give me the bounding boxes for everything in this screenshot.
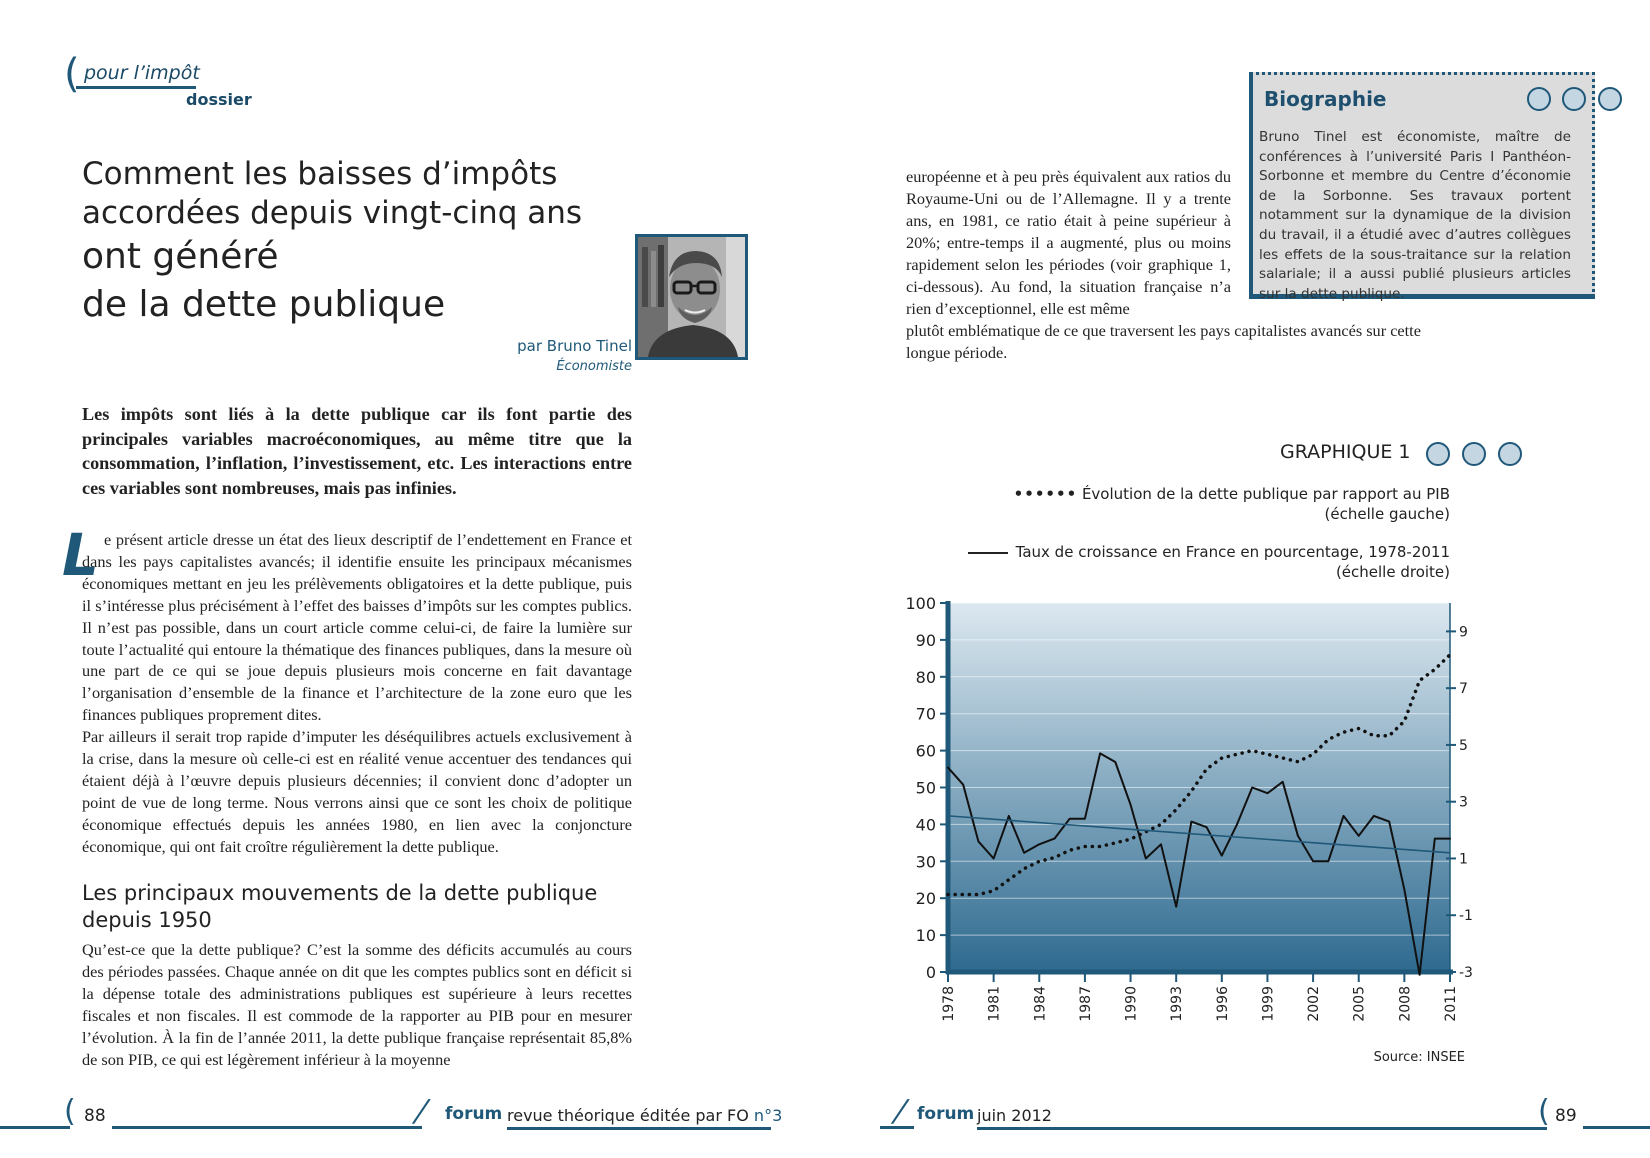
author-role: Économiste bbox=[556, 359, 632, 374]
x-tick-label: 1996 bbox=[1215, 986, 1231, 1022]
y-right-tick-label: 9 bbox=[1459, 624, 1468, 640]
x-tick-label: 2005 bbox=[1352, 986, 1368, 1022]
legend-dotted-marker: •••••• bbox=[1013, 485, 1078, 503]
footer-publication: revue théorique éditée par FO bbox=[507, 1106, 749, 1125]
x-tick-label: 1993 bbox=[1169, 986, 1185, 1022]
figure-label: GRAPHIQUE 1 bbox=[1280, 441, 1411, 463]
decor-circle-icon bbox=[1527, 87, 1551, 111]
debt-growth-chart: 0 10 20 30 40 50 60 70 80 90 100 -3 -1 1 3 5 7 9 1978 198… bbox=[905, 594, 1473, 1022]
title-line-3: ont généré bbox=[82, 235, 279, 277]
y-left-tick-label: 90 bbox=[916, 631, 936, 650]
legend-growth-label: Taux de croissance en France en pourcent… bbox=[1015, 543, 1450, 561]
legend-solid-marker bbox=[967, 551, 1008, 554]
page-number-right: 89 bbox=[1555, 1106, 1577, 1126]
footer-rule-left bbox=[0, 1126, 70, 1129]
y-right-tick-label: 5 bbox=[1459, 738, 1468, 754]
biography-text: Bruno Tinel est économiste, maître de co… bbox=[1259, 129, 1571, 302]
x-tick-label: 1987 bbox=[1078, 986, 1094, 1022]
footer-bracket-icon: ( bbox=[64, 1094, 76, 1129]
footer-rule-right-3 bbox=[1583, 1126, 1650, 1129]
decor-circle-icon bbox=[1462, 442, 1486, 466]
title-line-1: Comment les baisses d’impôts bbox=[82, 156, 558, 192]
decor-circle-icon bbox=[1562, 87, 1586, 111]
column-continuation-top: européenne et à peu près équivalent aux … bbox=[906, 167, 1231, 318]
legend-growth-scale: (échelle droite) bbox=[1335, 563, 1450, 581]
chart-source: Source: INSEE bbox=[1373, 1050, 1465, 1065]
article-lead: Les impôts sont liés à la dette publique… bbox=[82, 404, 632, 498]
footer-date: juin 2012 bbox=[977, 1106, 1052, 1125]
y-right-tick-label: -3 bbox=[1459, 965, 1473, 981]
column-continuation-bottom: plutôt emblématique de ce que traversent… bbox=[906, 321, 1421, 362]
debt-series-line bbox=[946, 652, 1452, 897]
legend-growth: Taux de croissance en France en pourcent… bbox=[940, 542, 1450, 582]
legend-debt: •••••• Évolution de la dette publique pa… bbox=[960, 484, 1450, 524]
y-left-tick-label: 40 bbox=[916, 815, 936, 834]
y-left-tick-label: 10 bbox=[916, 926, 936, 945]
section-underline bbox=[76, 86, 196, 89]
footer-text-left: revue théorique éditée par FO n°3 bbox=[507, 1106, 782, 1125]
legend-debt-scale: (échelle gauche) bbox=[1324, 505, 1450, 523]
article-body-intro: e présent article dresse un état des lie… bbox=[82, 529, 632, 858]
y-left-tick-label: 70 bbox=[916, 705, 936, 724]
paragraph-3: Qu’est-ce que la dette publique? C’est l… bbox=[82, 940, 632, 1069]
footer-brand-right: forum bbox=[917, 1104, 975, 1124]
title-line-4: de la dette publique bbox=[82, 284, 446, 326]
y-right-tick-label: 3 bbox=[1459, 795, 1468, 811]
growth-series-line bbox=[947, 752, 1451, 976]
section-title: pour l’impôt bbox=[84, 62, 200, 84]
legend-debt-label: Évolution de la dette publique par rappo… bbox=[1081, 485, 1450, 503]
biography-title: Biographie bbox=[1264, 87, 1387, 111]
footer-rule-left-3 bbox=[507, 1127, 771, 1130]
y-left-tick-label: 80 bbox=[916, 668, 936, 687]
decor-circle-icon bbox=[1498, 442, 1522, 466]
title-line-2: accordées depuis vingt-cinq ans bbox=[82, 194, 583, 231]
x-tick-label: 2011 bbox=[1443, 986, 1459, 1022]
y-right-tick-label: 1 bbox=[1459, 851, 1468, 867]
decor-circle-icon bbox=[1426, 442, 1450, 466]
x-tick-label: 1978 bbox=[941, 986, 957, 1022]
y-left-tick-label: 30 bbox=[916, 852, 936, 871]
drop-cap: L bbox=[62, 521, 99, 589]
footer-brand-left: forum bbox=[445, 1104, 503, 1124]
footer-slash-icon: / bbox=[888, 1094, 912, 1129]
y-left-tick-label: 20 bbox=[916, 889, 936, 908]
section-subtitle: dossier bbox=[186, 90, 252, 109]
footer-rule-right-2 bbox=[977, 1127, 1547, 1130]
x-tick-label: 1990 bbox=[1124, 986, 1140, 1022]
footer-rule-right bbox=[880, 1126, 914, 1129]
article-subheading: Les principaux mouvements de la dette pu… bbox=[82, 881, 598, 932]
x-tick-label: 1999 bbox=[1260, 986, 1276, 1022]
footer-bracket-icon: ( bbox=[1538, 1094, 1550, 1129]
article-title: Comment les baisses d’impôts accordées d… bbox=[82, 155, 642, 330]
footer-rule-left-2 bbox=[112, 1126, 422, 1129]
author-portrait-icon bbox=[638, 237, 745, 357]
page-number-left: 88 bbox=[84, 1106, 106, 1126]
y-left-tick-label: 0 bbox=[926, 963, 936, 982]
paragraph-2: Par ailleurs il serait trop rapide d’imp… bbox=[82, 727, 632, 856]
biography-border-bottom bbox=[1249, 294, 1595, 299]
x-tick-label: 2008 bbox=[1397, 986, 1413, 1022]
author-name: par Bruno Tinel bbox=[517, 337, 632, 355]
footer-issue: n°3 bbox=[753, 1106, 783, 1125]
x-tick-label: 1981 bbox=[987, 986, 1003, 1022]
y-left-tick-label: 50 bbox=[916, 779, 936, 798]
section-bracket-icon: ( bbox=[64, 51, 80, 97]
paragraph-1: e présent article dresse un état des lie… bbox=[82, 530, 632, 725]
x-tick-label: 2002 bbox=[1306, 986, 1322, 1022]
x-tick-label: 1984 bbox=[1032, 986, 1048, 1022]
y-right-tick-label: 7 bbox=[1459, 681, 1468, 697]
y-left-tick-label: 100 bbox=[905, 594, 936, 613]
footer-slash-icon: / bbox=[409, 1094, 433, 1129]
decor-circle-icon bbox=[1598, 87, 1622, 111]
author-photo bbox=[635, 234, 748, 360]
y-left-tick-label: 60 bbox=[916, 742, 936, 761]
biography-border-left bbox=[1249, 72, 1253, 298]
y-right-tick-label: -1 bbox=[1459, 908, 1473, 924]
trend-line bbox=[947, 815, 1451, 854]
